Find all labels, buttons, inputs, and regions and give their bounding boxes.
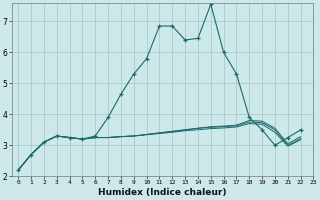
X-axis label: Humidex (Indice chaleur): Humidex (Indice chaleur) <box>98 188 227 197</box>
